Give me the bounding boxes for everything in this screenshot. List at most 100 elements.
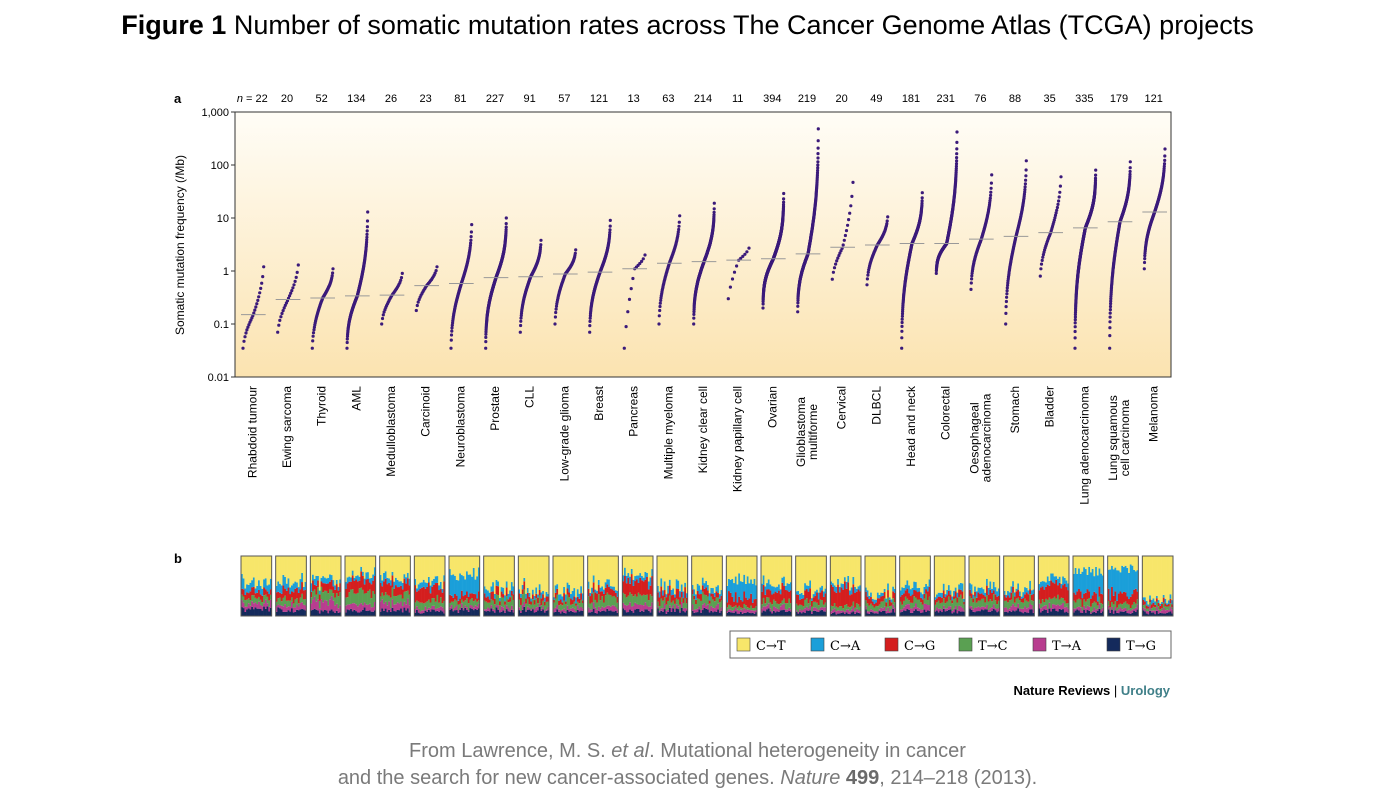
spectrum-segment xyxy=(720,600,723,608)
spectrum-segment xyxy=(779,606,782,611)
spectrum-segment xyxy=(523,577,526,582)
data-point xyxy=(830,277,834,281)
spectrum-segment xyxy=(346,604,349,610)
spectrum-segment xyxy=(280,605,283,610)
spectrum-segment xyxy=(460,603,463,608)
sample-count-row: n = 22 20 52 134 26 23 81 227 91 57 121 13 63 214 11 39… xyxy=(237,93,1163,105)
spectrum-segment xyxy=(597,594,600,607)
spectrum-segment xyxy=(767,603,770,609)
spectrum-segment xyxy=(438,590,441,603)
data-point xyxy=(1108,346,1112,350)
spectrum-segment xyxy=(363,584,366,594)
data-point xyxy=(954,162,959,166)
spectrum-segment xyxy=(363,578,366,585)
spectrum-segment xyxy=(441,607,444,612)
spectrum-segment xyxy=(677,580,680,589)
data-point xyxy=(1005,289,1009,293)
spectrum-segment xyxy=(345,605,347,613)
data-point xyxy=(969,287,973,291)
spectrum-segment xyxy=(649,606,652,613)
data-point xyxy=(1142,260,1147,265)
spectrum-segment xyxy=(330,589,333,597)
spectrum-segment xyxy=(606,605,609,609)
spectrum-segment xyxy=(535,556,538,588)
data-point xyxy=(257,295,261,299)
spectrum-segment xyxy=(630,606,633,611)
spectrum-segment xyxy=(259,594,262,600)
spectrum-segment xyxy=(256,592,259,599)
spectrum-segment xyxy=(624,594,627,605)
spectrum-segment xyxy=(774,612,777,616)
data-point xyxy=(1004,299,1009,304)
spectrum-segment xyxy=(497,586,500,596)
spectrum-segment xyxy=(337,590,340,597)
spectrum-segment xyxy=(502,587,505,595)
spectrum-segment xyxy=(510,556,513,583)
spectrum-segment xyxy=(750,605,753,611)
spectrum-segment xyxy=(339,592,342,606)
spectrum-segment xyxy=(332,600,335,612)
spectrum-segment xyxy=(599,608,602,613)
spectrum-segment xyxy=(734,556,737,577)
spectrum-segment xyxy=(795,556,798,592)
spectrum-segment xyxy=(318,590,321,595)
spectrum-segment xyxy=(424,602,427,607)
spectrum-segment xyxy=(533,604,536,610)
data-point xyxy=(365,232,369,236)
data-point xyxy=(345,337,349,341)
spectrum-segment xyxy=(580,610,583,616)
spectrum-segment xyxy=(485,556,488,590)
spectrum-segment xyxy=(786,583,789,591)
spectrum-segment xyxy=(739,612,742,616)
data-point xyxy=(1128,166,1132,170)
spectrum-segment xyxy=(335,603,338,611)
spectrum-segment xyxy=(315,594,318,602)
spectrum-segment xyxy=(497,605,500,610)
data-point xyxy=(1128,169,1132,174)
spectrum-segment xyxy=(421,556,424,583)
data-point xyxy=(816,152,820,156)
spectrum-segment xyxy=(350,603,353,609)
spectrum-segment xyxy=(622,556,625,576)
spectrum-segment xyxy=(575,605,578,611)
category-kidney-clear-cell xyxy=(691,201,717,326)
spectrum-segment xyxy=(301,608,304,616)
spectrum-segment xyxy=(388,578,391,583)
data-point xyxy=(366,210,370,214)
spectrum-segment xyxy=(476,556,479,577)
spectrum-segment xyxy=(296,598,299,605)
spectrum-segment xyxy=(242,589,245,597)
spectrum-segment xyxy=(490,605,493,609)
spectrum-segment xyxy=(795,594,798,604)
spectrum-segment xyxy=(528,607,531,610)
spectrum-segment xyxy=(592,575,595,583)
spectrum-segment xyxy=(315,575,318,586)
spectrum-segment xyxy=(459,603,462,609)
spectrum-segment xyxy=(778,609,781,612)
data-point xyxy=(970,274,974,278)
spectrum-segment xyxy=(251,606,254,616)
spectrum-segment xyxy=(624,604,627,611)
spectrum-segment xyxy=(547,601,550,607)
spectrum-segment xyxy=(287,600,290,607)
spectrum-segment xyxy=(578,556,581,594)
spectrum-segment xyxy=(483,556,486,587)
spectrum-segment xyxy=(748,583,751,599)
data-point xyxy=(1005,292,1009,296)
spectrum-segment xyxy=(406,608,409,616)
spectrum-segment xyxy=(449,556,451,570)
data-point xyxy=(504,216,508,220)
spectrum-segment xyxy=(680,556,683,585)
spectrum-segment xyxy=(667,585,670,594)
spectrum-segment xyxy=(542,600,545,607)
spectrum-segment xyxy=(512,586,515,595)
spectrum-segment xyxy=(459,609,462,616)
spectrum-segment xyxy=(627,573,630,578)
spectrum-segment xyxy=(345,612,347,616)
data-point xyxy=(1108,315,1112,319)
spectrum-segment xyxy=(642,577,645,582)
data-point xyxy=(291,286,295,290)
data-point xyxy=(1024,168,1028,172)
spectrum-segment xyxy=(538,603,541,607)
spectrum-segment xyxy=(518,610,521,616)
